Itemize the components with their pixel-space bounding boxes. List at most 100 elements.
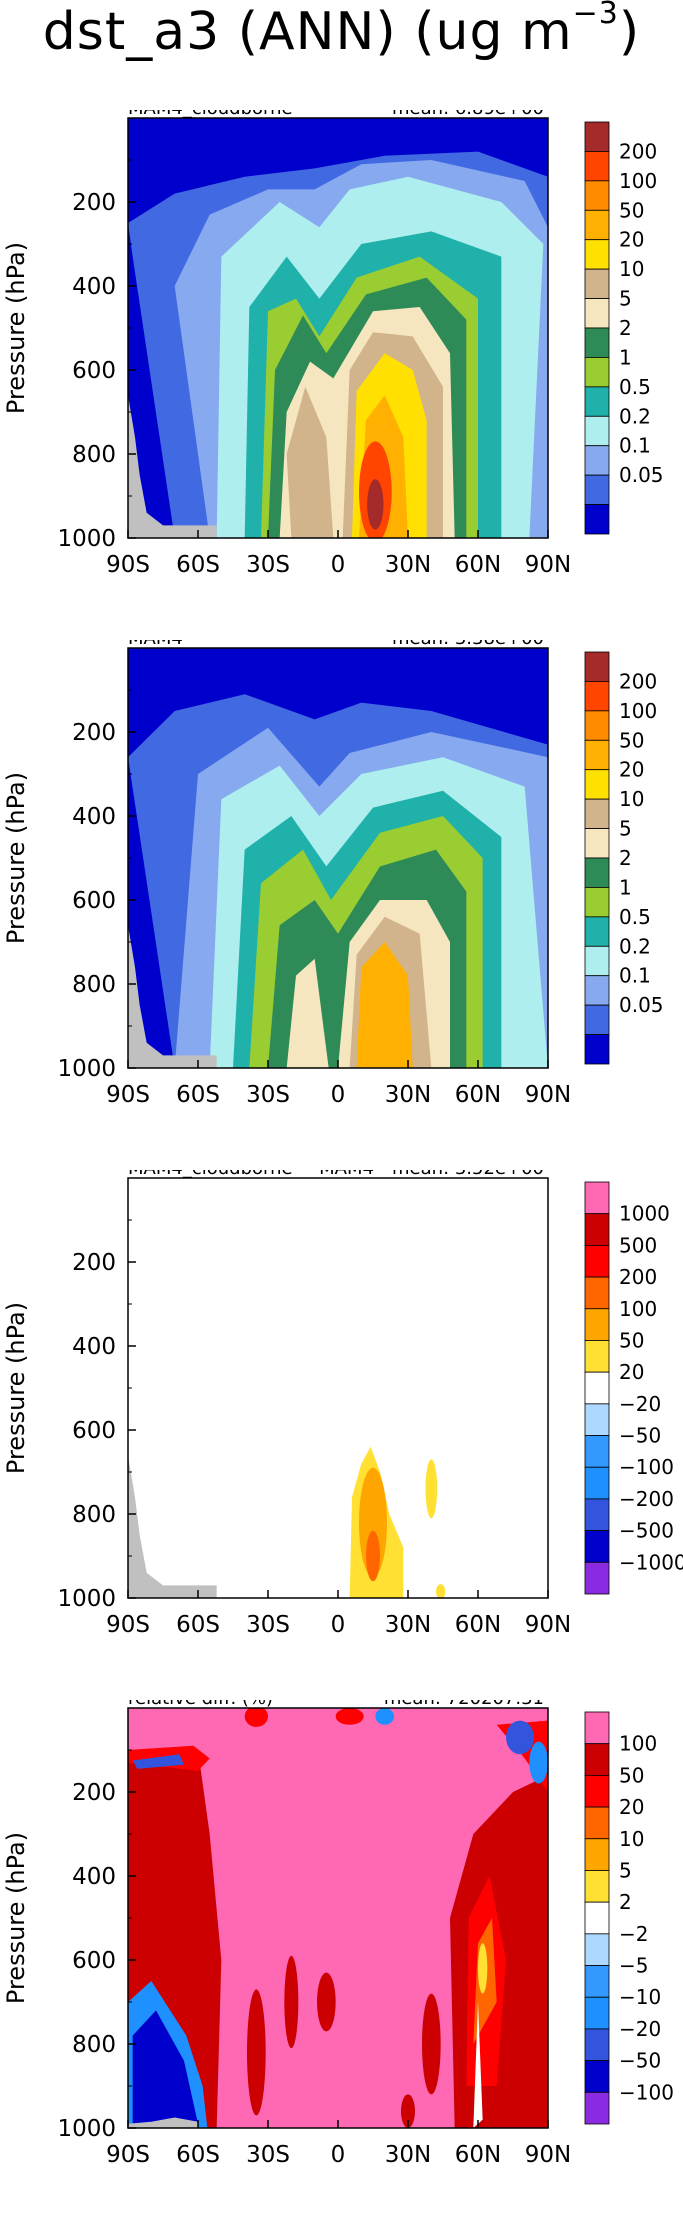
colorbar-box-10	[584, 945, 610, 977]
terrain-mask	[128, 395, 217, 538]
colorbar-label: 50	[619, 728, 644, 752]
panel-relative-difference: 200 400 600 800 1000 90S 60S 30S 0 30N 60N 90N Press…	[0, 1700, 683, 2220]
ytick-label: 1000	[57, 526, 116, 552]
colorbar-box-1	[584, 151, 610, 182]
contour-neg-north	[506, 1720, 534, 1755]
colorbar-label: 200	[619, 1265, 657, 1289]
xtick-label: 30S	[246, 2142, 290, 2168]
ytick-label: 200	[72, 190, 116, 216]
contour-50-d	[401, 2094, 415, 2128]
panel-mean: mean: 6.89e+00	[392, 110, 544, 119]
colorbar-box-3	[584, 209, 610, 241]
colorbar-label: −20	[619, 1392, 661, 1416]
contour-top-neg	[132, 1754, 184, 1769]
panel-name: MAM4	[128, 640, 183, 649]
xtick-label: 30N	[385, 552, 431, 578]
colorbar-box-10	[584, 415, 610, 447]
colorbar-box-11	[584, 1530, 610, 1563]
colorbar-label: 5	[619, 817, 632, 841]
colorbar-box-9	[584, 1466, 610, 1500]
xtick-label: 90S	[106, 2142, 150, 2168]
colorbar-box-11	[584, 445, 610, 476]
colorbar-box-9	[584, 1996, 610, 2030]
colorbar-label: 100	[619, 699, 657, 723]
panel-mean: mean: 3.52e+00	[392, 1170, 544, 1179]
colorbar-box-12	[584, 474, 610, 505]
colorbar-label: 0.2	[619, 934, 651, 958]
colorbar-box-2	[584, 180, 610, 211]
colorbar: 1000 500 200 100 50 20 −20 −50 −100 −200 −500 −1000	[584, 1181, 683, 1595]
colorbar-box-8	[584, 1965, 610, 1998]
contour-20-north	[425, 1459, 438, 1519]
contour-5-north	[478, 1943, 488, 1994]
y-axis-label: Pressure (hPa)	[2, 1302, 30, 1474]
ytick-label: 400	[72, 1864, 116, 1890]
xtick-label: 60S	[176, 552, 220, 578]
colorbar-box-4	[584, 1308, 610, 1341]
ytick-label: 600	[72, 1948, 116, 1974]
colorbar-box-5	[584, 1870, 610, 1903]
contour-neg100-south	[132, 2010, 198, 2124]
colorbar-box-0	[584, 1181, 610, 1215]
ytick-label: 1000	[57, 2116, 116, 2142]
colorbar-box-0	[584, 1711, 610, 1745]
field-background	[128, 1178, 548, 1598]
contour-field	[128, 1178, 548, 1598]
colorbar-box-4	[584, 1838, 610, 1871]
contour-100	[366, 1530, 380, 1582]
panel-name: MAM4_cloudborne	[128, 110, 293, 119]
contour-neg-north-b	[529, 1741, 548, 1784]
y-axis-label: Pressure (hPa)	[2, 242, 30, 414]
title-exponent: −3	[572, 0, 619, 31]
colorbar-box-10	[584, 2028, 610, 2062]
colorbar-box-3	[584, 1806, 610, 1840]
xtick-label: 60S	[176, 1612, 220, 1638]
xtick-label: 60S	[176, 1082, 220, 1108]
xtick-label: 90N	[525, 2142, 571, 2168]
ytick-label: 200	[72, 720, 116, 746]
ytick-label: 800	[72, 972, 116, 998]
colorbar-box-7	[584, 857, 610, 888]
colorbar-label: −1000	[619, 1550, 683, 1574]
colorbar-box-7	[584, 327, 610, 358]
xtick-label: 30S	[246, 1082, 290, 1108]
colorbar: 100 50 20 10 5 2 −2 −5 −10 −20 −50 −100	[584, 1711, 674, 2125]
colorbar-label: 1000	[619, 1202, 670, 1226]
colorbar-label: 500	[619, 1233, 657, 1257]
colorbar-label: 20	[619, 1795, 644, 1819]
colorbar-label: 50	[619, 1763, 644, 1787]
colorbar-box-12	[584, 1004, 610, 1035]
colorbar-box-8	[584, 357, 610, 388]
ytick-label: 400	[72, 804, 116, 830]
xtick-label: 90N	[525, 552, 571, 578]
colorbar-label: 20	[619, 1360, 644, 1384]
colorbar-box-1	[584, 681, 610, 712]
ytick-label: 400	[72, 274, 116, 300]
xtick-label: 90N	[525, 1082, 571, 1108]
contour-0-north	[473, 2002, 483, 2128]
contour-50-a	[247, 1989, 266, 2116]
xtick-label: 30N	[385, 1082, 431, 1108]
colorbar-label: 0.05	[619, 993, 664, 1017]
figure-title: dst_a3 (ANN) (ug m−3)	[0, 0, 683, 70]
colorbar-box-7	[584, 1403, 610, 1436]
colorbar-box-5	[584, 1340, 610, 1373]
colorbar-box-9	[584, 386, 610, 417]
colorbar-label: 0.5	[619, 905, 651, 929]
xtick-label: 60N	[455, 2142, 501, 2168]
xtick-label: 30N	[385, 1612, 431, 1638]
contour-20	[356, 942, 413, 1068]
panel-mam4-cloudborne: 200 400 600 800 1000 90S 60S 30S 0 30N 60N 90N Press…	[0, 110, 683, 630]
colorbar-label: −500	[619, 1519, 674, 1543]
colorbar-box-6	[584, 1371, 610, 1405]
ytick-label: 600	[72, 1418, 116, 1444]
colorbar-label: 0.1	[619, 964, 651, 988]
colorbar-box-10	[584, 1498, 610, 1532]
colorbar-box-4	[584, 769, 610, 800]
ytick-label: 800	[72, 442, 116, 468]
